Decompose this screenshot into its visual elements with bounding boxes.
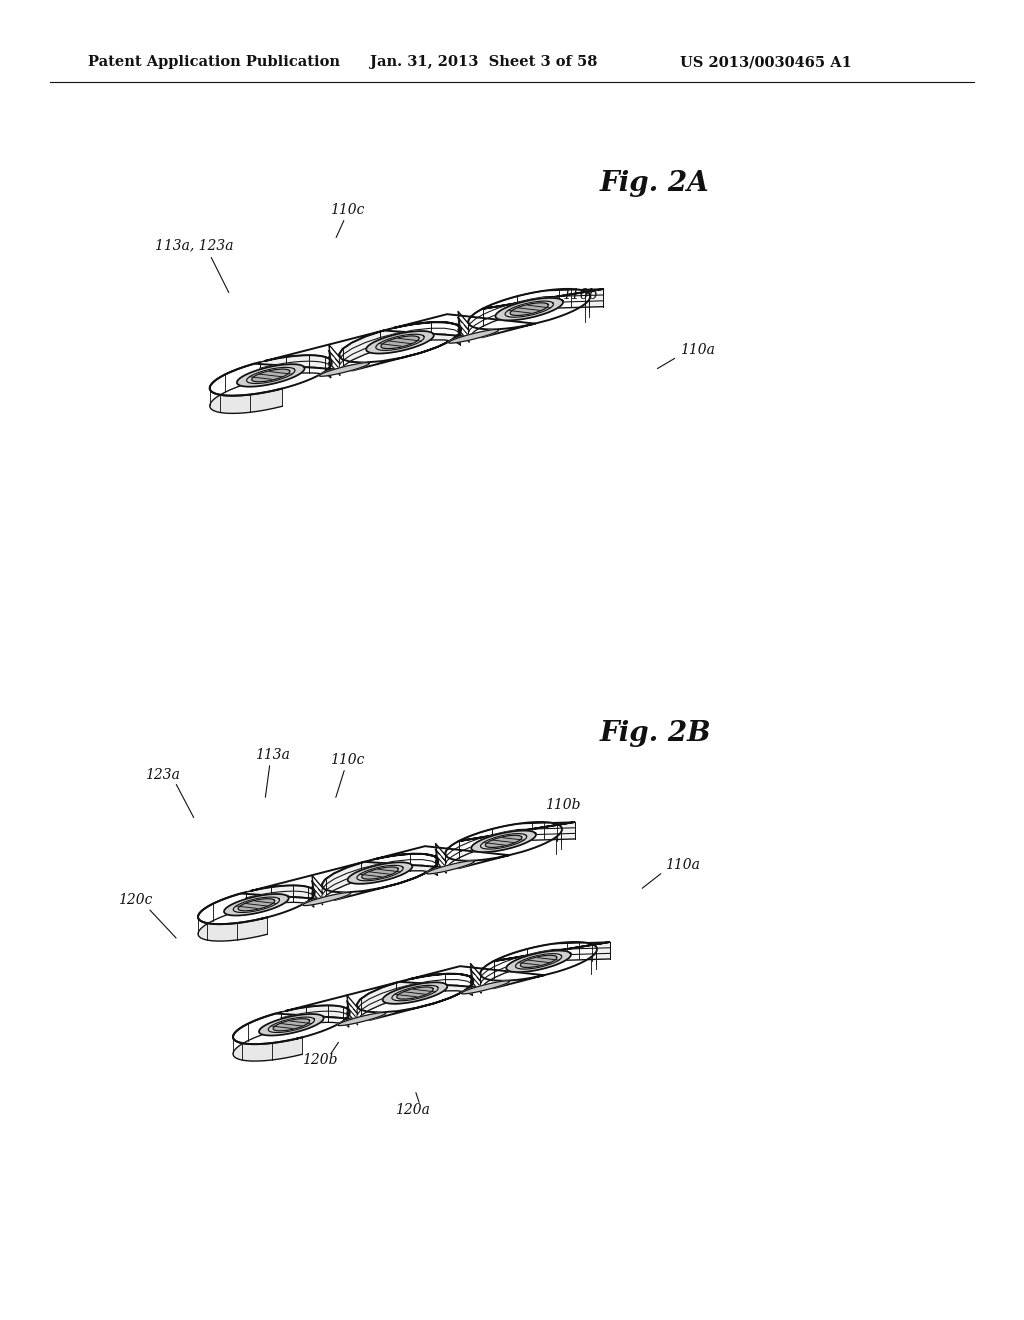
- Text: 110a: 110a: [665, 858, 699, 873]
- Polygon shape: [246, 822, 574, 909]
- Polygon shape: [381, 337, 419, 348]
- Polygon shape: [233, 1012, 302, 1061]
- Polygon shape: [347, 862, 413, 884]
- Polygon shape: [319, 363, 370, 376]
- Polygon shape: [506, 950, 571, 972]
- Polygon shape: [252, 370, 290, 381]
- Polygon shape: [485, 836, 522, 847]
- Text: Patent Application Publication: Patent Application Publication: [88, 55, 340, 69]
- Text: 110b: 110b: [545, 799, 581, 812]
- Polygon shape: [496, 298, 563, 321]
- Text: 120a: 120a: [395, 1104, 430, 1117]
- Polygon shape: [239, 899, 274, 911]
- Text: 113a: 113a: [255, 748, 290, 762]
- Polygon shape: [361, 867, 398, 879]
- Polygon shape: [233, 942, 609, 1044]
- Polygon shape: [210, 362, 282, 413]
- Polygon shape: [449, 330, 499, 343]
- Polygon shape: [367, 331, 434, 354]
- Text: 113a, 123a: 113a, 123a: [155, 238, 233, 252]
- Text: 120b: 120b: [302, 1053, 338, 1067]
- Polygon shape: [426, 861, 474, 874]
- Text: 110b: 110b: [562, 288, 597, 302]
- Text: 110a: 110a: [680, 343, 715, 356]
- Text: 110c: 110c: [330, 203, 365, 216]
- Polygon shape: [281, 942, 609, 1030]
- Polygon shape: [471, 830, 536, 853]
- Polygon shape: [198, 822, 574, 924]
- Text: 110c: 110c: [330, 752, 365, 767]
- Polygon shape: [396, 987, 433, 999]
- Polygon shape: [210, 289, 603, 396]
- Polygon shape: [273, 1019, 309, 1031]
- Text: 120c: 120c: [118, 894, 153, 907]
- Polygon shape: [198, 892, 267, 941]
- Text: Fig. 2B: Fig. 2B: [600, 719, 712, 747]
- Text: US 2013/0030465 A1: US 2013/0030465 A1: [680, 55, 852, 69]
- Polygon shape: [303, 892, 351, 906]
- Polygon shape: [260, 289, 603, 380]
- Polygon shape: [338, 1012, 386, 1026]
- Polygon shape: [224, 894, 289, 916]
- Text: Jan. 31, 2013  Sheet 3 of 58: Jan. 31, 2013 Sheet 3 of 58: [370, 55, 597, 69]
- Polygon shape: [237, 364, 304, 387]
- Text: Fig. 2A: Fig. 2A: [600, 170, 710, 197]
- Polygon shape: [462, 981, 509, 994]
- Text: 123a: 123a: [145, 768, 180, 781]
- Polygon shape: [510, 302, 548, 315]
- Polygon shape: [383, 982, 447, 1003]
- Polygon shape: [259, 1014, 324, 1035]
- Polygon shape: [520, 956, 557, 968]
